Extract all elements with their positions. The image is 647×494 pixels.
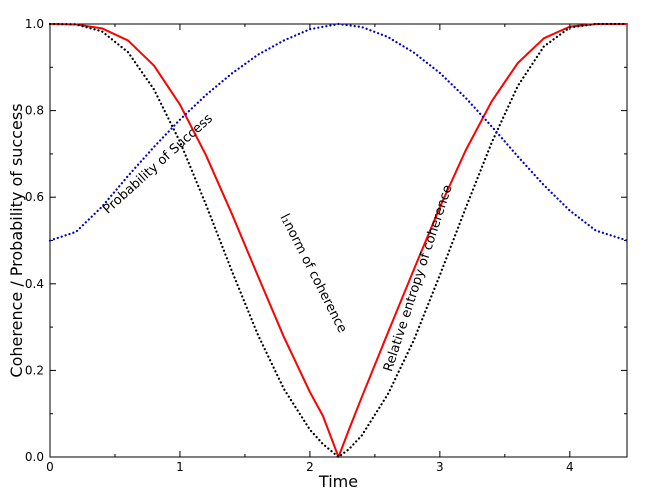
annotation-label: Probability of Success: [100, 111, 216, 217]
series-line-2: [48, 22, 629, 242]
annotation-label: Relative entropy of coherence: [381, 183, 456, 374]
y-tick-label: 0.0: [25, 450, 44, 464]
annotations: Probability of Success l₁norm of coherenc…: [100, 111, 455, 374]
plot-frame: [49, 23, 628, 458]
y-axis: 0.0 0.2 0.4 0.6 0.8 1.0: [25, 17, 627, 464]
series-line-1: [48, 22, 629, 459]
series-line-0: [49, 23, 628, 458]
x-tick-label: 1: [176, 460, 184, 474]
y-tick-label: 0.6: [25, 190, 44, 204]
y-tick-label: 1.0: [25, 17, 44, 31]
x-axis: 0 1 2 3 4: [46, 24, 574, 474]
x-axis-title: Time: [318, 472, 358, 491]
x-tick-label: 2: [306, 460, 314, 474]
x-tick-label: 4: [566, 460, 574, 474]
x-tick-label: 3: [436, 460, 444, 474]
y-tick-label: 0.8: [25, 104, 44, 118]
y-tick-label: 0.4: [25, 277, 44, 291]
series-layer: [48, 22, 629, 459]
y-tick-label: 0.2: [25, 363, 44, 377]
x-tick-label: 0: [46, 460, 54, 474]
y-axis-title: Coherence / Probability of success: [7, 103, 26, 377]
annotation-label: l₁norm of coherence: [277, 212, 350, 336]
